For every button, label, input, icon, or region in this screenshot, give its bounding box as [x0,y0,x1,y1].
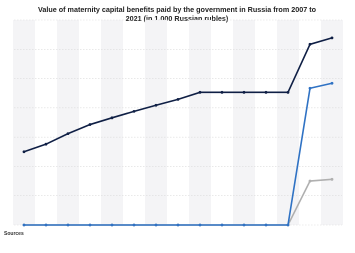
data-point [176,97,180,101]
data-point [198,90,202,94]
data-point [132,109,136,113]
plot [13,19,343,227]
data-point [154,103,158,107]
data-point [242,90,246,94]
data-point [88,123,92,126]
data-point [176,223,180,227]
data-point [66,132,70,136]
data-point [66,223,70,227]
data-point [44,142,48,146]
chart-title: Value of maternity capital benefits paid… [38,5,317,23]
data-point [308,179,312,183]
data-point [198,223,202,227]
data-point [154,223,158,227]
data-point [22,150,26,154]
data-point [110,116,114,120]
data-point [220,223,224,227]
data-point [220,90,224,94]
data-point [264,223,268,227]
data-point [330,36,334,40]
data-point [308,42,312,46]
data-point [330,177,334,181]
column-band [189,20,211,225]
data-point [88,223,92,227]
data-point [286,223,290,227]
data-point [286,90,290,94]
column-band [145,20,167,225]
column-band [57,20,79,225]
data-point [132,223,136,227]
data-point [330,81,334,85]
data-point [22,223,26,227]
column-band [321,20,343,225]
data-point [308,86,312,90]
column-band [13,20,35,225]
column-band [277,20,299,225]
data-point [110,223,114,227]
column-band [233,20,255,225]
data-point [242,223,246,227]
source-heading: Sources [4,231,24,237]
column-band [101,20,123,225]
data-point [44,223,48,227]
data-point [264,90,268,94]
